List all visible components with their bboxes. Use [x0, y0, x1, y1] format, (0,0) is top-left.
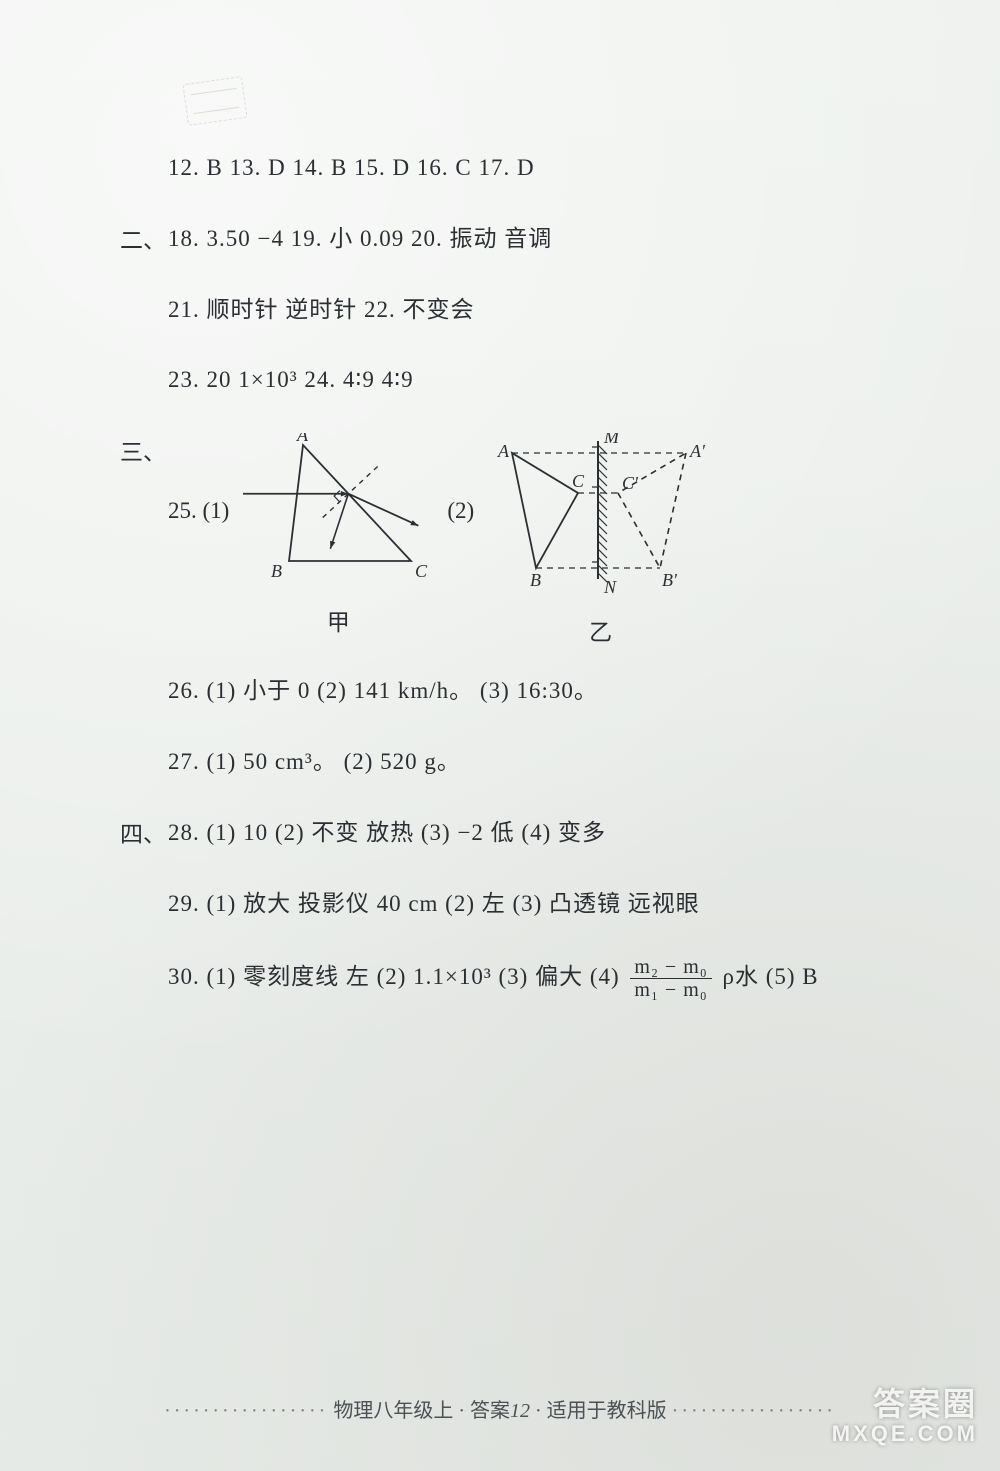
svg-text:A': A' — [689, 441, 706, 461]
figure-yi-caption: 乙 — [589, 613, 612, 647]
answers-27: 27. (1) 50 cm³。 (2) 520 g。 — [168, 744, 890, 781]
section-3: 三、 25. (1) A B C 甲 (2) A B C A' B' C' M N 乙 — [120, 433, 890, 815]
answers-12-17: 12. B 13. D 14. B 15. D 16. C 17. D — [120, 150, 890, 187]
svg-text:B': B' — [662, 570, 678, 590]
svg-text:A: A — [497, 441, 510, 461]
figure-jia: A B C — [243, 433, 433, 593]
figure-yi: A B C A' B' C' M N — [488, 433, 713, 603]
site-watermark: 答案圈 MXQE.COM — [832, 1388, 978, 1445]
footer-text-right: · 适用于教科版 — [530, 1400, 672, 1422]
svg-text:C: C — [415, 561, 428, 581]
answers-30: 30. (1) 零刻度线 左 (2) 1.1×10³ (3) 偏大 (4) m₂… — [168, 956, 890, 1001]
figure-yi-wrap: A B C A' B' C' M N 乙 — [488, 433, 713, 647]
section-3-body: 25. (1) A B C 甲 (2) A B C A' B' C' M N 乙 — [168, 433, 890, 815]
svg-text:B: B — [271, 561, 282, 581]
section-2: 二、 18. 3.50 −4 19. 小 0.09 20. 振动 音调 21. … — [120, 221, 890, 433]
section-2-label: 二、 — [120, 221, 168, 255]
svg-text:M: M — [603, 433, 620, 447]
fraction-icon: m₂ − m₀ m₁ − m₀ — [630, 956, 711, 1001]
fraction-denominator: m₁ − m₀ — [630, 979, 711, 1001]
watermark-line-1: 答案圈 — [832, 1388, 978, 1422]
fraction-numerator: m₂ − m₀ — [630, 956, 711, 979]
svg-text:C': C' — [622, 473, 639, 493]
q25-prefix: 25. (1) — [168, 493, 229, 530]
answers-18-20: 18. 3.50 −4 19. 小 0.09 20. 振动 音调 — [168, 221, 890, 258]
footer-text-left: 物理八年级上 · 答案 — [333, 1400, 510, 1422]
section-4-body: 28. (1) 10 (2) 不变 放热 (3) −2 低 (4) 变多 29.… — [168, 815, 890, 1036]
section-4-label: 四、 — [120, 815, 168, 849]
answers-29: 29. (1) 放大 投影仪 40 cm (2) 左 (3) 凸透镜 远视眼 — [168, 886, 890, 923]
q25-figures-row: 25. (1) A B C 甲 (2) A B C A' B' C' M N 乙 — [168, 433, 890, 647]
svg-text:C: C — [572, 471, 585, 491]
section-2-body: 18. 3.50 −4 19. 小 0.09 20. 振动 音调 21. 顺时针… — [168, 221, 890, 433]
watermark-stamp — [182, 76, 247, 126]
footer-dots-left: ················· — [164, 1400, 328, 1422]
figure-jia-caption: 甲 — [327, 603, 350, 637]
answers-23-24: 23. 20 1×10³ 24. 4∶9 4∶9 — [168, 362, 890, 399]
answers-30-b: (5) B — [766, 964, 819, 989]
footer-dots-right: ················· — [672, 1400, 836, 1422]
svg-text:N: N — [603, 577, 617, 597]
rho-suffix: ρ水 — [722, 964, 758, 989]
svg-text:A: A — [296, 433, 309, 445]
answers-21-22: 21. 顺时针 逆时针 22. 不变会 — [168, 292, 890, 329]
answers-28: 28. (1) 10 (2) 不变 放热 (3) −2 低 (4) 变多 — [168, 815, 890, 852]
watermark-line-2: MXQE.COM — [832, 1422, 978, 1445]
svg-text:B: B — [530, 570, 541, 590]
page: 12. B 13. D 14. B 15. D 16. C 17. D 二、 1… — [0, 0, 1000, 1471]
figure-jia-wrap: A B C 甲 — [243, 433, 433, 637]
answers-30-a: 30. (1) 零刻度线 左 (2) 1.1×10³ (3) 偏大 (4) — [168, 964, 626, 989]
section-4: 四、 28. (1) 10 (2) 不变 放热 (3) −2 低 (4) 变多 … — [120, 815, 890, 1036]
answers-26: 26. (1) 小于 0 (2) 141 km/h。 (3) 16:30。 — [168, 673, 890, 710]
footer-page-number: 12 — [510, 1400, 530, 1422]
q25-mid: (2) — [447, 493, 474, 530]
section-3-label: 三、 — [120, 433, 168, 467]
